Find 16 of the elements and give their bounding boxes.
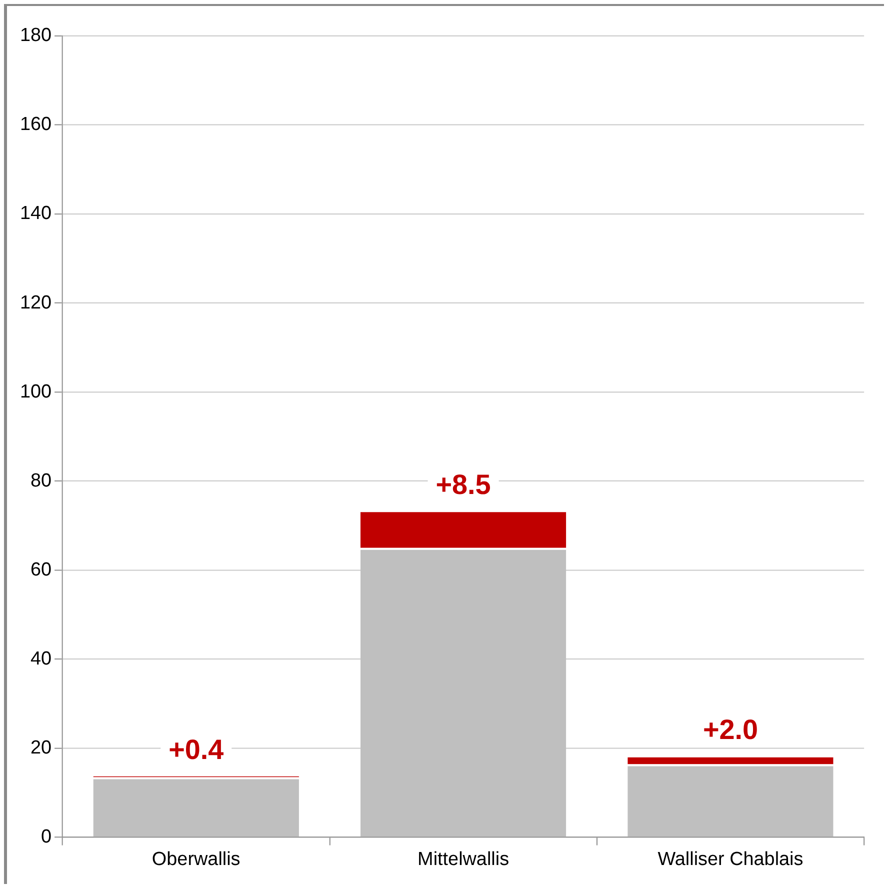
y-tick-label: 160 — [20, 114, 52, 136]
x-tick-label: Oberwallis — [152, 848, 240, 870]
x-tick-label: Mittelwallis — [418, 848, 510, 870]
y-tick-label: 180 — [20, 25, 52, 46]
y-tick-label: 120 — [20, 292, 52, 314]
y-tick-label: 0 — [41, 826, 52, 848]
y-tick-label: 80 — [30, 470, 52, 492]
y-tick-label: 60 — [30, 559, 52, 580]
data-label: +0.4 — [168, 734, 224, 766]
y-tick-label: 40 — [30, 648, 52, 670]
y-tick-label: 20 — [30, 737, 52, 758]
y-tick-label: 140 — [20, 203, 52, 224]
data-label: +8.5 — [436, 468, 491, 500]
x-tick-label: Walliser Chablais — [658, 848, 804, 870]
data-label: +2.0 — [702, 714, 758, 746]
y-tick-label: 100 — [20, 381, 52, 402]
